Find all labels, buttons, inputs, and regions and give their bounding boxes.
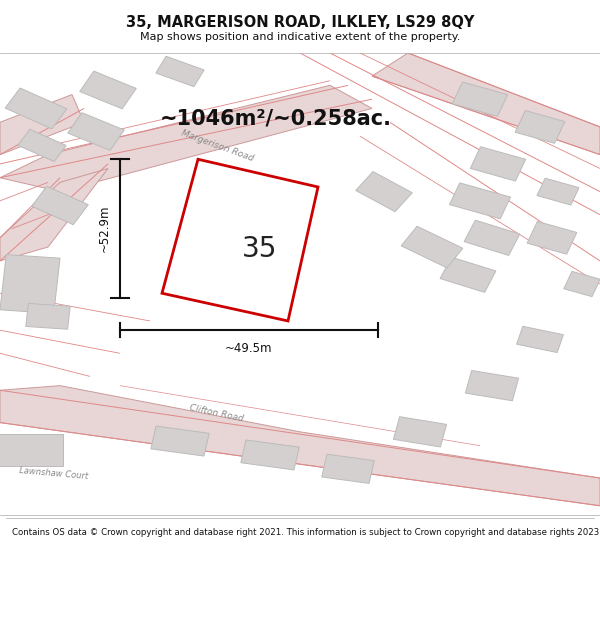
Text: ~52.9m: ~52.9m: [98, 205, 111, 252]
Text: Lawnshaw Court: Lawnshaw Court: [19, 466, 89, 481]
Polygon shape: [517, 326, 563, 352]
Polygon shape: [0, 169, 108, 261]
Polygon shape: [5, 88, 67, 129]
Polygon shape: [32, 186, 88, 225]
Text: 35: 35: [242, 236, 277, 263]
Polygon shape: [356, 171, 412, 212]
Polygon shape: [527, 221, 577, 254]
Polygon shape: [0, 254, 60, 313]
Text: ~49.5m: ~49.5m: [225, 342, 273, 355]
Polygon shape: [452, 82, 508, 116]
Polygon shape: [68, 112, 124, 151]
Polygon shape: [394, 417, 446, 447]
Polygon shape: [470, 147, 526, 181]
Polygon shape: [241, 440, 299, 470]
Polygon shape: [80, 71, 136, 109]
Polygon shape: [0, 434, 63, 466]
Polygon shape: [372, 53, 600, 154]
Polygon shape: [18, 129, 66, 161]
Polygon shape: [564, 271, 600, 297]
Polygon shape: [440, 257, 496, 292]
Text: ~1046m²/~0.258ac.: ~1046m²/~0.258ac.: [160, 109, 392, 129]
Polygon shape: [464, 220, 520, 256]
Polygon shape: [401, 226, 463, 268]
Polygon shape: [156, 56, 204, 87]
Polygon shape: [0, 86, 372, 192]
Polygon shape: [322, 454, 374, 483]
Polygon shape: [449, 183, 511, 219]
Polygon shape: [515, 111, 565, 143]
Polygon shape: [26, 303, 70, 329]
Polygon shape: [151, 426, 209, 456]
Text: Clifton Road: Clifton Road: [188, 403, 244, 424]
Polygon shape: [466, 371, 518, 401]
Text: Margerison Road: Margerison Road: [180, 128, 255, 162]
Text: Map shows position and indicative extent of the property.: Map shows position and indicative extent…: [140, 32, 460, 43]
Polygon shape: [537, 178, 579, 205]
Polygon shape: [0, 94, 84, 154]
Text: 35, MARGERISON ROAD, ILKLEY, LS29 8QY: 35, MARGERISON ROAD, ILKLEY, LS29 8QY: [126, 15, 474, 30]
Polygon shape: [0, 386, 600, 506]
Text: Contains OS data © Crown copyright and database right 2021. This information is : Contains OS data © Crown copyright and d…: [12, 528, 600, 538]
